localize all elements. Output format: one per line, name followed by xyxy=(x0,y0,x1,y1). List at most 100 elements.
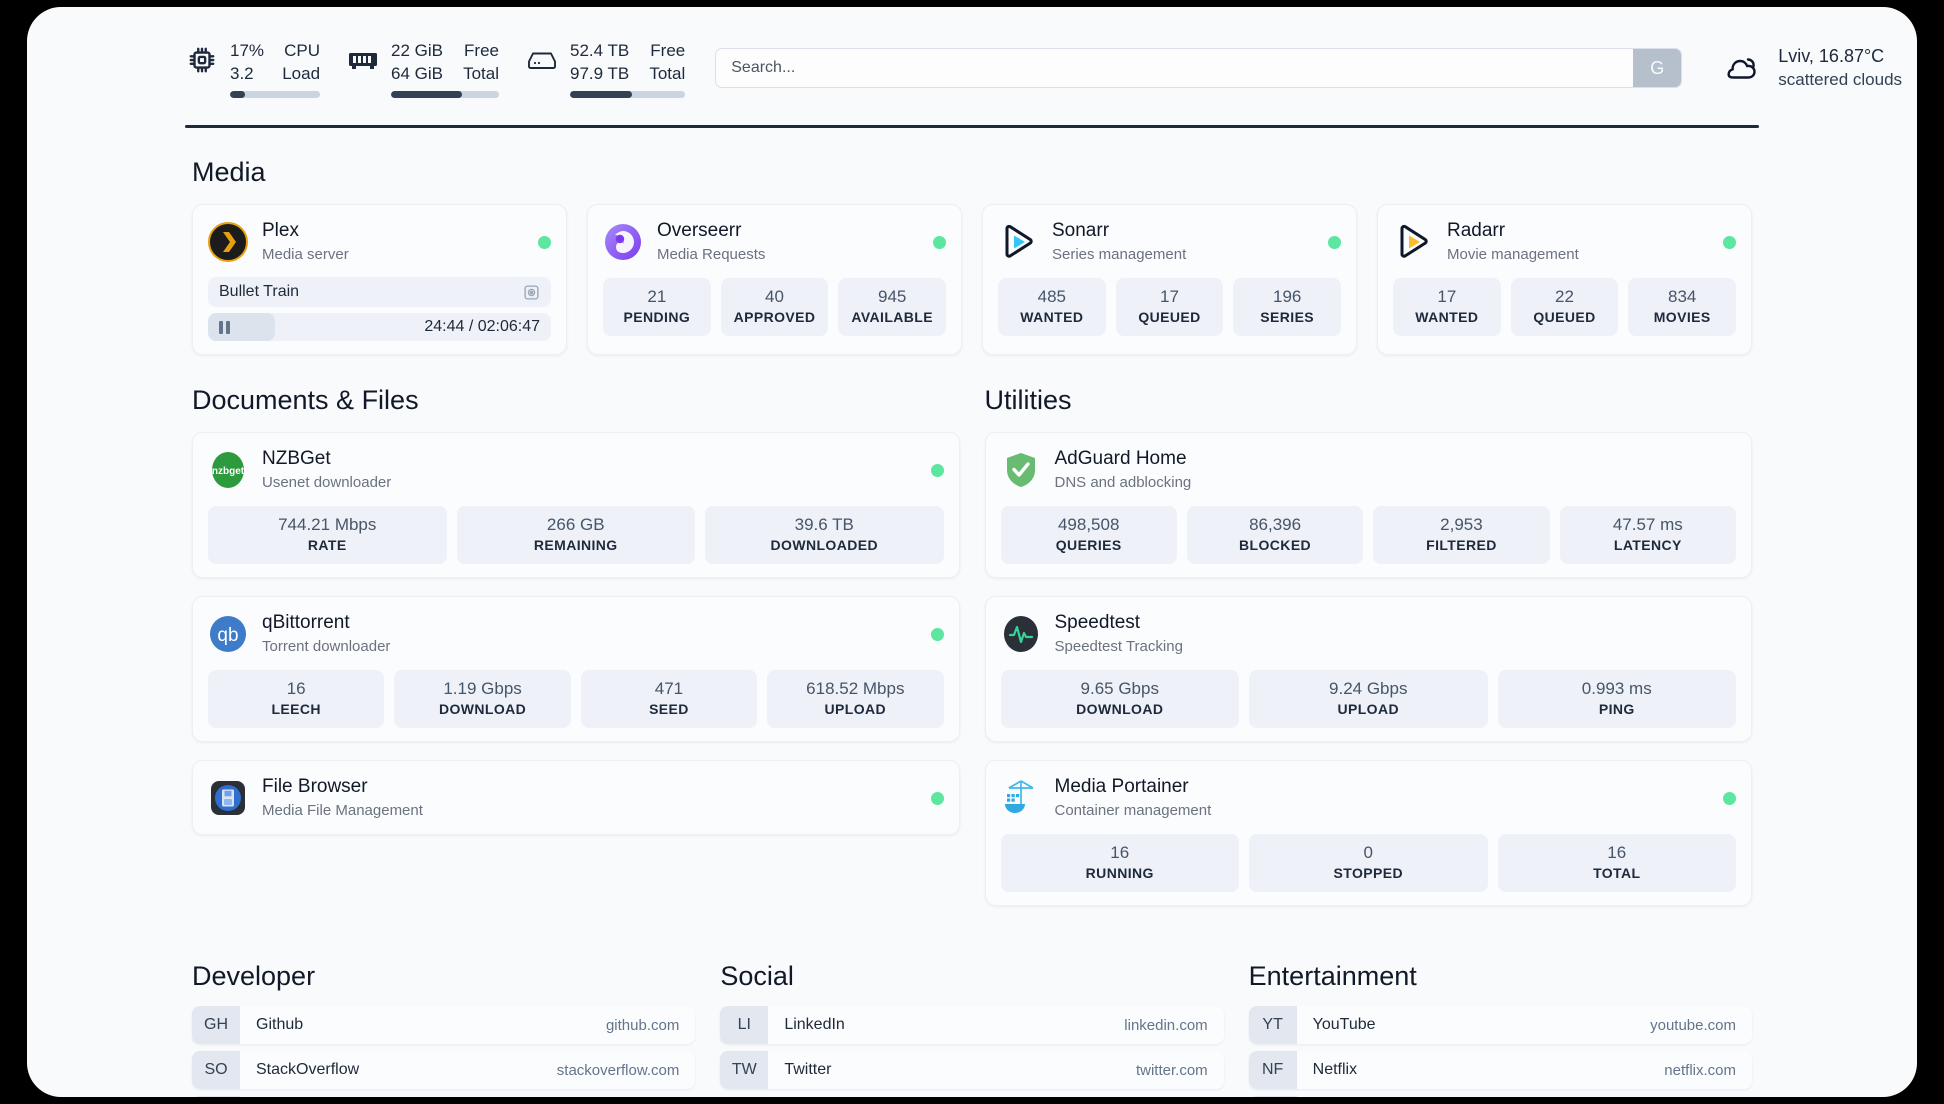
bookmark-item[interactable]: DT DEV dev.to xyxy=(192,1096,696,1097)
service-card[interactable]: Media Portainer Container management 16 … xyxy=(984,760,1752,906)
stat-tile[interactable]: 1.19 Gbps DOWNLOAD xyxy=(394,670,571,728)
system-stat-value-1: 17% xyxy=(230,40,265,60)
bookmark-item[interactable]: TW Twitter twitter.com xyxy=(720,1051,1224,1089)
stat-tile-value: 16 xyxy=(1110,843,1130,862)
bookmark-item[interactable]: LI LinkedIn linkedin.com xyxy=(720,1006,1224,1044)
stat-tile[interactable]: 196 SERIES xyxy=(1233,278,1342,336)
stat-tile[interactable]: 47.57 ms LATENCY xyxy=(1559,506,1736,564)
service-card[interactable]: AdGuard Home DNS and adblocking 498,508 … xyxy=(984,432,1752,578)
bookmark-item[interactable]: NF Netflix netflix.com xyxy=(1248,1051,1752,1089)
service-card[interactable]: Speedtest Speedtest Tracking 9.65 Gbps D… xyxy=(984,596,1752,742)
bookmark-list: GH Github github.com SO StackOverflow st… xyxy=(192,1006,696,1097)
card-title: Radarr xyxy=(1447,220,1506,241)
system-stat-body: 22 GiB 64 GiB Free Total xyxy=(391,39,500,98)
stat-tile[interactable]: 16 RUNNING xyxy=(1000,834,1239,892)
bookmark-url: netflix.com xyxy=(1664,1061,1736,1079)
cast-icon[interactable] xyxy=(523,284,540,301)
card-subtitle: Media Requests xyxy=(657,246,766,263)
documents-section: Documents & Files nzbget NZBGet Usenet d… xyxy=(192,385,960,906)
card-header[interactable]: AdGuard Home DNS and adblocking xyxy=(1001,447,1737,493)
card-header[interactable]: Media Portainer Container management xyxy=(1001,775,1736,821)
bookmark-item[interactable]: YT YouTube youtube.com xyxy=(1248,1006,1752,1044)
weather-location-temp: Lviv, 16.87°C xyxy=(1778,46,1885,66)
stat-tile[interactable]: 22 QUEUED xyxy=(1510,278,1619,336)
stat-tile[interactable]: 618.52 Mbps UPLOAD xyxy=(767,670,944,728)
stat-tile-label: LEECH xyxy=(271,701,321,717)
card-header[interactable]: Sonarr Series management xyxy=(998,219,1341,265)
bookmark-item[interactable]: GH Github github.com xyxy=(192,1006,696,1044)
card-title: Media Portainer xyxy=(1054,776,1189,797)
speedtest-pulse-icon xyxy=(1001,614,1041,654)
card-header[interactable]: Plex Media server xyxy=(208,219,551,265)
service-card[interactable]: Overseerr Media Requests 21 PENDING 40 A… xyxy=(587,204,962,355)
service-card[interactable]: qb qBittorrent Torrent downloader 16 LEE… xyxy=(192,596,960,742)
now-playing-bar[interactable]: Bullet Train xyxy=(208,277,551,307)
system-stat-labels: Free Total xyxy=(641,39,685,85)
stat-tile-value: 47.57 ms xyxy=(1612,515,1683,534)
stat-tile-label: QUEUED xyxy=(1138,309,1201,325)
stat-tile[interactable]: 40 APPROVED xyxy=(720,278,829,336)
card-subtitle: Torrent downloader xyxy=(262,638,391,655)
stat-tile-label: UPLOAD xyxy=(824,701,887,717)
stat-tile-value: 196 xyxy=(1272,287,1302,306)
stat-tile[interactable]: 16 LEECH xyxy=(208,670,385,728)
stat-tile[interactable]: 17 QUEUED xyxy=(1115,278,1224,336)
card-header[interactable]: qb qBittorrent Torrent downloader xyxy=(208,611,944,657)
service-card[interactable]: File Browser Media File Management xyxy=(192,760,960,835)
google-search-icon[interactable]: G xyxy=(1633,49,1682,87)
service-card[interactable]: nzbget NZBGet Usenet downloader 744.21 M… xyxy=(192,432,960,578)
stat-tile-value: 86,396 xyxy=(1249,515,1302,534)
stat-tile[interactable]: 498,508 QUERIES xyxy=(1000,506,1177,564)
stat-tile[interactable]: 0.993 ms PING xyxy=(1497,670,1736,728)
bookmark-group: Entertainment YT YouTube youtube.com NF … xyxy=(1248,961,1752,1097)
bookmarks-area: Developer GH Github github.com SO StackO… xyxy=(192,961,1752,1097)
system-stat-value-1: 52.4 TB xyxy=(570,40,630,60)
overseerr-icon xyxy=(603,222,643,262)
card-subtitle: Speedtest Tracking xyxy=(1054,638,1183,655)
stat-tile-label: DOWNLOAD xyxy=(1076,701,1164,717)
scattered-clouds-icon xyxy=(1722,53,1762,83)
service-card[interactable]: Radarr Movie management 17 WANTED 22 QUE… xyxy=(1377,204,1752,355)
bookmark-badge: LI xyxy=(720,1006,769,1044)
stat-tile[interactable]: 945 AVAILABLE xyxy=(838,278,947,336)
stat-tile[interactable]: 0 STOPPED xyxy=(1249,834,1488,892)
stat-tile[interactable]: 39.6 TB DOWNLOADED xyxy=(705,506,944,564)
service-card[interactable]: Sonarr Series management 485 WANTED 17 Q… xyxy=(982,204,1357,355)
stat-tile[interactable]: 86,396 BLOCKED xyxy=(1186,506,1364,564)
bookmark-name: DEV xyxy=(240,1096,640,1097)
pause-icon[interactable] xyxy=(219,320,230,334)
stat-tile[interactable]: 834 MOVIES xyxy=(1628,278,1737,336)
stat-tile-label: APPROVED xyxy=(733,309,816,325)
stat-tile[interactable]: 21 PENDING xyxy=(603,278,711,336)
card-header[interactable]: nzbget NZBGet Usenet downloader xyxy=(208,447,944,493)
system-stat-label-1: Free xyxy=(650,40,686,60)
card-header[interactable]: Radarr Movie management xyxy=(1393,219,1736,265)
stat-tile[interactable]: 471 SEED xyxy=(580,670,758,728)
stat-tile[interactable]: 9.65 Gbps DOWNLOAD xyxy=(1000,670,1239,728)
stat-tile[interactable]: 17 WANTED xyxy=(1393,278,1501,336)
search-input[interactable] xyxy=(716,49,1634,87)
card-header[interactable]: File Browser Media File Management xyxy=(208,775,944,821)
playback-progress-bar[interactable]: 24:44 / 02:06:47 xyxy=(208,313,551,341)
stat-tile-value: 498,508 xyxy=(1057,515,1120,534)
now-playing-title: Bullet Train xyxy=(219,283,300,300)
stat-tile[interactable]: 9.24 Gbps UPLOAD xyxy=(1249,670,1488,728)
stat-tile-label: REMAINING xyxy=(533,537,618,553)
stat-tile-label: RATE xyxy=(307,537,347,553)
bookmark-name: Github xyxy=(256,1016,304,1033)
stat-tile[interactable]: 744.21 Mbps RATE xyxy=(208,506,447,564)
stat-tile[interactable]: 485 WANTED xyxy=(998,278,1106,336)
stat-tile[interactable]: 16 TOTAL xyxy=(1497,834,1736,892)
card-title-block: Overseerr Media Requests xyxy=(657,219,919,265)
card-header[interactable]: Overseerr Media Requests xyxy=(603,219,946,265)
stat-tile-label: QUEUED xyxy=(1533,309,1596,325)
stat-tile[interactable]: 266 GB REMAINING xyxy=(456,506,695,564)
bookmark-item[interactable]: SO StackOverflow stackoverflow.com xyxy=(192,1051,696,1089)
service-card[interactable]: Plex Media server Bullet Train 24:44 / 0… xyxy=(192,204,567,355)
stat-tile[interactable]: 2,953 FILTERED xyxy=(1373,506,1550,564)
search-box[interactable]: G xyxy=(715,48,1683,88)
bookmark-item[interactable]: RE Reddit reddit.com xyxy=(1248,1096,1752,1097)
card-title-block: NZBGet Usenet downloader xyxy=(262,447,917,493)
card-header[interactable]: Speedtest Speedtest Tracking xyxy=(1001,611,1737,657)
bookmark-url: reddit.com xyxy=(1666,1096,1752,1097)
